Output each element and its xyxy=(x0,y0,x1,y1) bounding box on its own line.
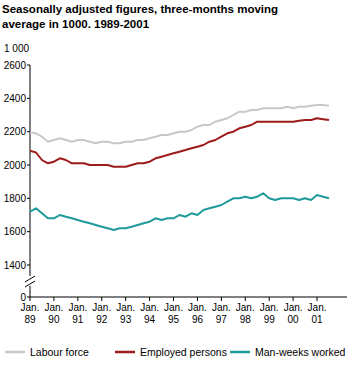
x-tick-label: Jan.90 xyxy=(44,302,63,325)
y-tick-label: 2400 xyxy=(4,93,27,104)
x-tick-label: Jan.97 xyxy=(212,302,231,325)
y-tick-label: 0 xyxy=(20,292,26,303)
x-tick xyxy=(101,297,102,301)
x-tick-label: Jan.01 xyxy=(308,302,327,325)
y-tick xyxy=(27,198,30,199)
title: Seasonally adjusted figures, three-month… xyxy=(2,3,278,30)
y-axis-line xyxy=(30,286,31,297)
y-tick xyxy=(27,265,30,266)
x-tick-label: Jan.99 xyxy=(260,302,279,325)
legend: Labour force Employed persons Man-weeks wo… xyxy=(5,346,346,358)
x-tick-label: Jan.93 xyxy=(116,302,135,325)
series-line xyxy=(30,193,329,230)
legend-label: Man-weeks worked xyxy=(255,346,346,358)
series-line xyxy=(30,118,329,166)
x-tick-label: Jan.95 xyxy=(164,302,183,325)
x-tick-label: Jan.94 xyxy=(140,302,159,325)
axis-break xyxy=(25,276,35,282)
y-tick-label: 2200 xyxy=(4,126,27,137)
x-tick-label: Jan.00 xyxy=(284,302,303,325)
x-tick-label: Jan.98 xyxy=(236,302,255,325)
y-tick xyxy=(27,131,30,132)
x-tick-label: Jan.89 xyxy=(21,302,40,325)
legend-swatch xyxy=(230,351,250,354)
y-tick xyxy=(27,231,30,232)
y-tick-label: 1800 xyxy=(4,193,27,204)
y-axis-line xyxy=(30,65,31,276)
x-tick xyxy=(269,297,270,301)
x-tick xyxy=(221,297,222,301)
chart: Seasonally adjusted figures, three-month… xyxy=(0,0,361,379)
legend-swatch xyxy=(115,351,135,354)
x-tick xyxy=(317,297,318,301)
y-tick-label: 1400 xyxy=(4,260,27,271)
y-axis: 0 1400 1600 1800 2000 2200 2400 2600 xyxy=(4,60,35,303)
y-axis-label: 1 000 xyxy=(4,43,29,54)
y-tick xyxy=(27,65,30,66)
x-tick xyxy=(149,297,150,301)
x-tick xyxy=(173,297,174,301)
x-tick-label: Jan.92 xyxy=(92,302,111,325)
x-axis: Jan.89Jan.90 Jan.91 Jan.92 Jan.93 Jan.94 Jan.… xyxy=(21,297,347,325)
x-tick xyxy=(245,297,246,301)
y-tick xyxy=(27,165,30,166)
x-tick xyxy=(293,297,294,301)
x-tick xyxy=(53,297,54,301)
x-tick xyxy=(30,297,31,301)
x-tick-label: Jan.96 xyxy=(188,302,207,325)
axis-break xyxy=(25,281,35,287)
y-tick-label: 1600 xyxy=(4,226,27,237)
plot-area xyxy=(30,105,329,230)
x-tick xyxy=(77,297,78,301)
legend-label: Labour force xyxy=(30,346,89,358)
series-line xyxy=(30,105,329,143)
y-tick xyxy=(27,98,30,99)
x-tick-label: Jan.91 xyxy=(68,302,87,325)
legend-swatch xyxy=(5,351,25,354)
x-tick xyxy=(197,297,198,301)
y-tick-label: 2600 xyxy=(4,60,27,71)
y-tick-label: 2000 xyxy=(4,160,27,171)
x-tick xyxy=(125,297,126,301)
legend-label: Employed persons xyxy=(140,346,227,358)
